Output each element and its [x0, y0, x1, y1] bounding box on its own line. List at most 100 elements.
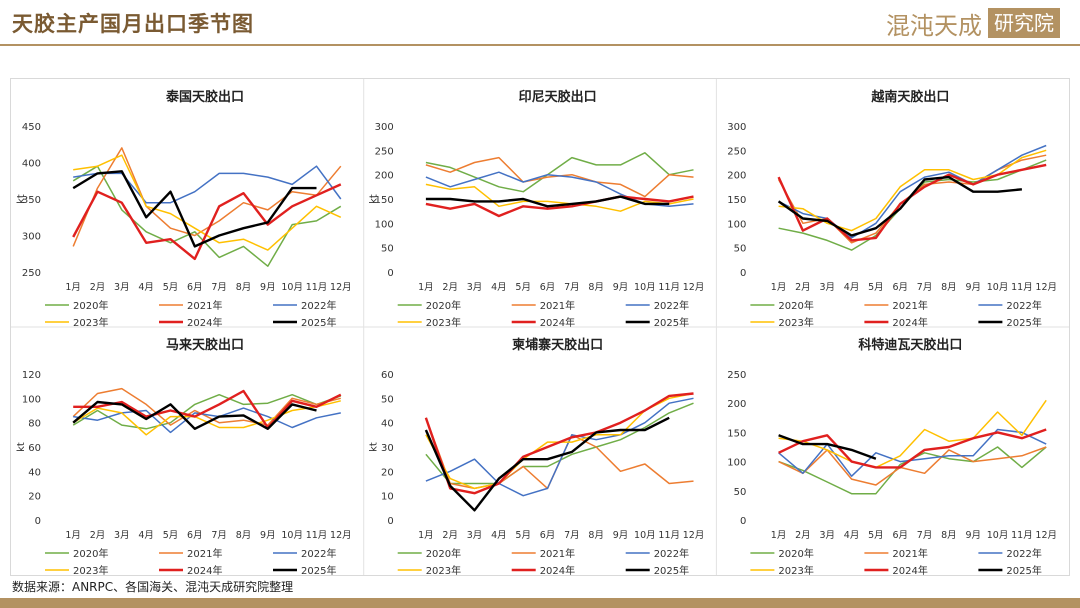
x-tick-label: 11月 — [658, 530, 680, 541]
legend-label: 2021年 — [892, 299, 927, 312]
x-tick-label: 4月 — [844, 530, 860, 541]
y-tick-label: 150 — [375, 195, 394, 206]
y-tick-label: 250 — [22, 268, 41, 279]
series-line-2021 — [425, 417, 694, 490]
x-tick-label: 5月 — [868, 282, 884, 293]
y-tick-label: 0 — [740, 516, 746, 527]
legend-label: 2022年 — [301, 547, 336, 560]
series-line-2020 — [72, 165, 342, 267]
x-tick-label: 2月 — [442, 530, 458, 541]
y-tick-label: 250 — [727, 370, 746, 381]
series-line-2022 — [425, 397, 694, 497]
series-line-2024 — [778, 428, 1047, 469]
y-axis-label: kt — [369, 442, 380, 452]
x-tick-label: 1月 — [418, 282, 434, 293]
legend-label: 2020年 — [426, 299, 461, 312]
x-tick-label: 3月 — [467, 282, 483, 293]
y-tick-label: 300 — [375, 122, 394, 133]
chart-panel-5: 柬埔寨天胶出口 kt 0 10 20 30 40 50 60 1月 2月 3月 4月 5月 6月 7月 8月 9月… — [369, 337, 705, 577]
y-tick-label: 100 — [727, 219, 746, 230]
x-tick-label: 8月 — [941, 282, 957, 293]
series-line-2025 — [425, 195, 670, 208]
brand-text: 混沌天成 — [886, 11, 982, 40]
legend-label: 2025年 — [301, 316, 336, 329]
chart-panel-3: 越南天胶出口 0 50 100 150 200 250 300 1月 2月 3月 4月 5月 6月 7月 8月… — [727, 89, 1057, 329]
legend-label: 2025年 — [301, 564, 336, 575]
x-tick-label: 11月 — [306, 282, 328, 293]
x-tick-label: 12月 — [330, 530, 352, 541]
footer-bar — [0, 598, 1080, 608]
y-tick-label: 250 — [375, 146, 394, 157]
chart-title: 科特迪瓦天胶出口 — [858, 337, 962, 353]
legend-label: 2021年 — [540, 547, 575, 560]
series-line-2021 — [72, 387, 341, 426]
x-tick-label: 11月 — [306, 530, 328, 541]
y-tick-label: 30 — [381, 443, 394, 454]
x-tick-label: 9月 — [613, 530, 629, 541]
series-line-2025 — [72, 170, 317, 248]
x-tick-label: 4月 — [491, 282, 507, 293]
y-tick-label: 0 — [387, 268, 393, 279]
legend-label: 2023年 — [73, 564, 108, 575]
x-tick-label: 3月 — [114, 530, 130, 541]
x-tick-label: 10月 — [634, 282, 656, 293]
x-tick-label: 3月 — [467, 530, 483, 541]
series-line-2021 — [72, 147, 342, 247]
y-tick-label: 50 — [381, 244, 394, 255]
x-tick-label: 2月 — [90, 530, 106, 541]
legend-label: 2023年 — [778, 316, 813, 329]
x-tick-label: 6月 — [892, 530, 908, 541]
legend-label: 2024年 — [540, 564, 575, 575]
x-tick-label: 9月 — [260, 530, 276, 541]
brand-logo: 混沌天成 研究院 — [886, 6, 1060, 40]
legend-label: 2023年 — [778, 564, 813, 575]
chart-title: 柬埔寨天胶出口 — [512, 337, 603, 353]
y-tick-label: 50 — [381, 394, 394, 405]
chart-title: 泰国天胶出口 — [165, 89, 244, 105]
series-line-2023 — [73, 154, 342, 251]
x-tick-label: 12月 — [330, 282, 352, 293]
brand-box: 研究院 — [988, 8, 1060, 38]
legend-label: 2022年 — [654, 299, 689, 312]
legend-label: 2023年 — [426, 564, 461, 575]
series-line-2020 — [425, 152, 694, 193]
x-tick-label: 10月 — [634, 530, 656, 541]
y-tick-label: 40 — [28, 467, 41, 478]
x-tick-label: 7月 — [211, 282, 227, 293]
legend-label: 2024年 — [187, 316, 222, 329]
legend-label: 2022年 — [654, 547, 689, 560]
series-line-2023 — [425, 183, 694, 212]
source-note: 数据来源：ANRPC、各国海关、混沌天成研究院整理 — [12, 580, 294, 594]
x-tick-label: 10月 — [987, 282, 1009, 293]
legend-label: 2025年 — [654, 316, 689, 329]
x-tick-label: 6月 — [540, 530, 556, 541]
x-tick-label: 9月 — [613, 282, 629, 293]
x-tick-label: 7月 — [564, 530, 580, 541]
x-tick-label: 9月 — [965, 530, 981, 541]
series-line-2021 — [778, 446, 1047, 486]
y-tick-label: 100 — [375, 219, 394, 230]
chart-panel-6: 科特迪瓦天胶出口 0 50 100 150 200 250 1月 2月 3月 4月 5月 6月 7月 8月 9… — [727, 337, 1057, 577]
legend-label: 2025年 — [654, 564, 689, 575]
y-axis-label: kt — [369, 194, 380, 204]
legend-label: 2022年 — [301, 299, 336, 312]
x-tick-label: 11月 — [658, 282, 680, 293]
x-tick-label: 7月 — [211, 530, 227, 541]
series-line-2025 — [72, 400, 317, 430]
y-tick-label: 120 — [22, 370, 41, 381]
x-tick-label: 3月 — [819, 282, 835, 293]
header-divider — [0, 44, 1080, 46]
legend-label: 2024年 — [540, 316, 575, 329]
y-tick-label: 450 — [22, 122, 41, 133]
y-tick-label: 400 — [22, 159, 41, 170]
y-axis-label: kt — [16, 442, 27, 452]
chart-panel-2: 印尼天胶出口 kt 0 50 100 150 200 250 300 1月 2月 3月 4月 5月 6月 7月… — [369, 89, 705, 329]
y-tick-label: 20 — [28, 492, 41, 503]
x-tick-label: 5月 — [163, 282, 179, 293]
x-tick-label: 5月 — [515, 282, 531, 293]
x-tick-label: 6月 — [187, 282, 203, 293]
y-tick-label: 200 — [727, 399, 746, 410]
y-tick-label: 250 — [727, 146, 746, 157]
x-tick-label: 4月 — [138, 282, 154, 293]
